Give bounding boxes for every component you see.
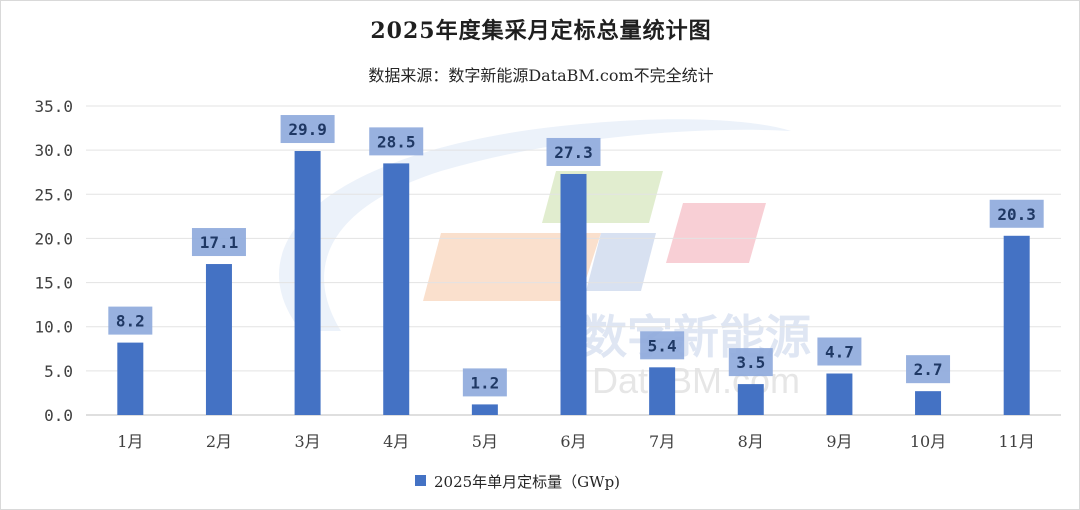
x-tick-label: 9月 xyxy=(826,432,852,451)
legend: 2025年单月定标量（GWp) xyxy=(415,473,620,491)
x-tick-label: 11月 xyxy=(998,432,1034,451)
data-label-box xyxy=(989,199,1044,228)
y-tick-label: 30.0 xyxy=(34,141,73,160)
data-label-box xyxy=(108,306,153,335)
y-tick-label: 0.0 xyxy=(44,406,73,425)
y-tick-label: 5.0 xyxy=(44,362,73,381)
data-label-box xyxy=(728,348,773,377)
x-tick-label: 3月 xyxy=(294,432,320,451)
legend-swatch xyxy=(415,475,426,486)
y-tick-label: 25.0 xyxy=(34,185,73,204)
bars xyxy=(117,151,1030,416)
data-label: 20.3 xyxy=(997,205,1036,224)
data-label: 3.5 xyxy=(736,353,765,372)
x-tick-label: 8月 xyxy=(738,432,764,451)
bar xyxy=(294,151,321,416)
data-label: 2.7 xyxy=(914,360,943,379)
data-label-box xyxy=(546,137,601,166)
data-label: 28.5 xyxy=(377,132,416,151)
data-label-box xyxy=(280,115,335,144)
bar xyxy=(117,342,144,415)
chart-title: 2025年度集采月定标总量统计图 xyxy=(370,18,712,44)
data-label-box xyxy=(906,355,951,384)
bar xyxy=(826,373,853,415)
data-label-box xyxy=(191,228,246,257)
bar xyxy=(383,163,410,415)
y-axis: 0.0 5.0 10.0 15.0 20.0 25.0 30.0 35.0 xyxy=(34,97,73,425)
y-tick-label: 15.0 xyxy=(34,274,73,293)
data-label-box xyxy=(817,337,862,366)
bar xyxy=(649,367,676,415)
data-label-box xyxy=(462,368,507,397)
x-tick-label: 1月 xyxy=(117,432,143,451)
watermark-text-cn: 数字新能源 xyxy=(581,310,811,364)
data-label-box xyxy=(369,127,424,156)
data-label: 29.9 xyxy=(288,120,327,139)
data-label: 5.4 xyxy=(648,336,677,355)
data-label: 8.2 xyxy=(116,312,145,331)
bar xyxy=(737,384,764,415)
x-tick-label: 10月 xyxy=(910,432,946,451)
legend-label: 2025年单月定标量（GWp) xyxy=(434,473,620,491)
bar xyxy=(560,173,587,415)
bar xyxy=(915,391,942,415)
y-tick-label: 35.0 xyxy=(34,97,73,116)
x-tick-label: 2月 xyxy=(206,432,232,451)
data-label: 17.1 xyxy=(200,233,239,252)
x-tick-label: 5月 xyxy=(472,432,498,451)
bar xyxy=(205,264,232,415)
x-axis: 1月 2月 3月 4月 5月 6月 7月 8月 9月 10月 11月 xyxy=(117,432,1035,451)
data-label: 4.7 xyxy=(825,343,854,362)
data-labels: 8.2 17.1 29.9 28.5 1.2 27.3 5.4 3.5 4.7 2.7 20.3 xyxy=(108,115,1044,397)
x-tick-label: 4月 xyxy=(383,432,409,451)
x-tick-label: 6月 xyxy=(560,432,586,451)
bar xyxy=(1003,235,1030,415)
data-label: 27.3 xyxy=(554,143,593,162)
data-label: 1.2 xyxy=(470,373,499,392)
y-tick-label: 10.0 xyxy=(34,318,73,337)
bar xyxy=(471,404,498,415)
chart-subtitle: 数据来源：数字新能源DataBM.com不完全统计 xyxy=(368,66,714,85)
x-tick-label: 7月 xyxy=(649,432,675,451)
y-tick-label: 20.0 xyxy=(34,229,73,248)
data-label-box xyxy=(640,331,685,360)
